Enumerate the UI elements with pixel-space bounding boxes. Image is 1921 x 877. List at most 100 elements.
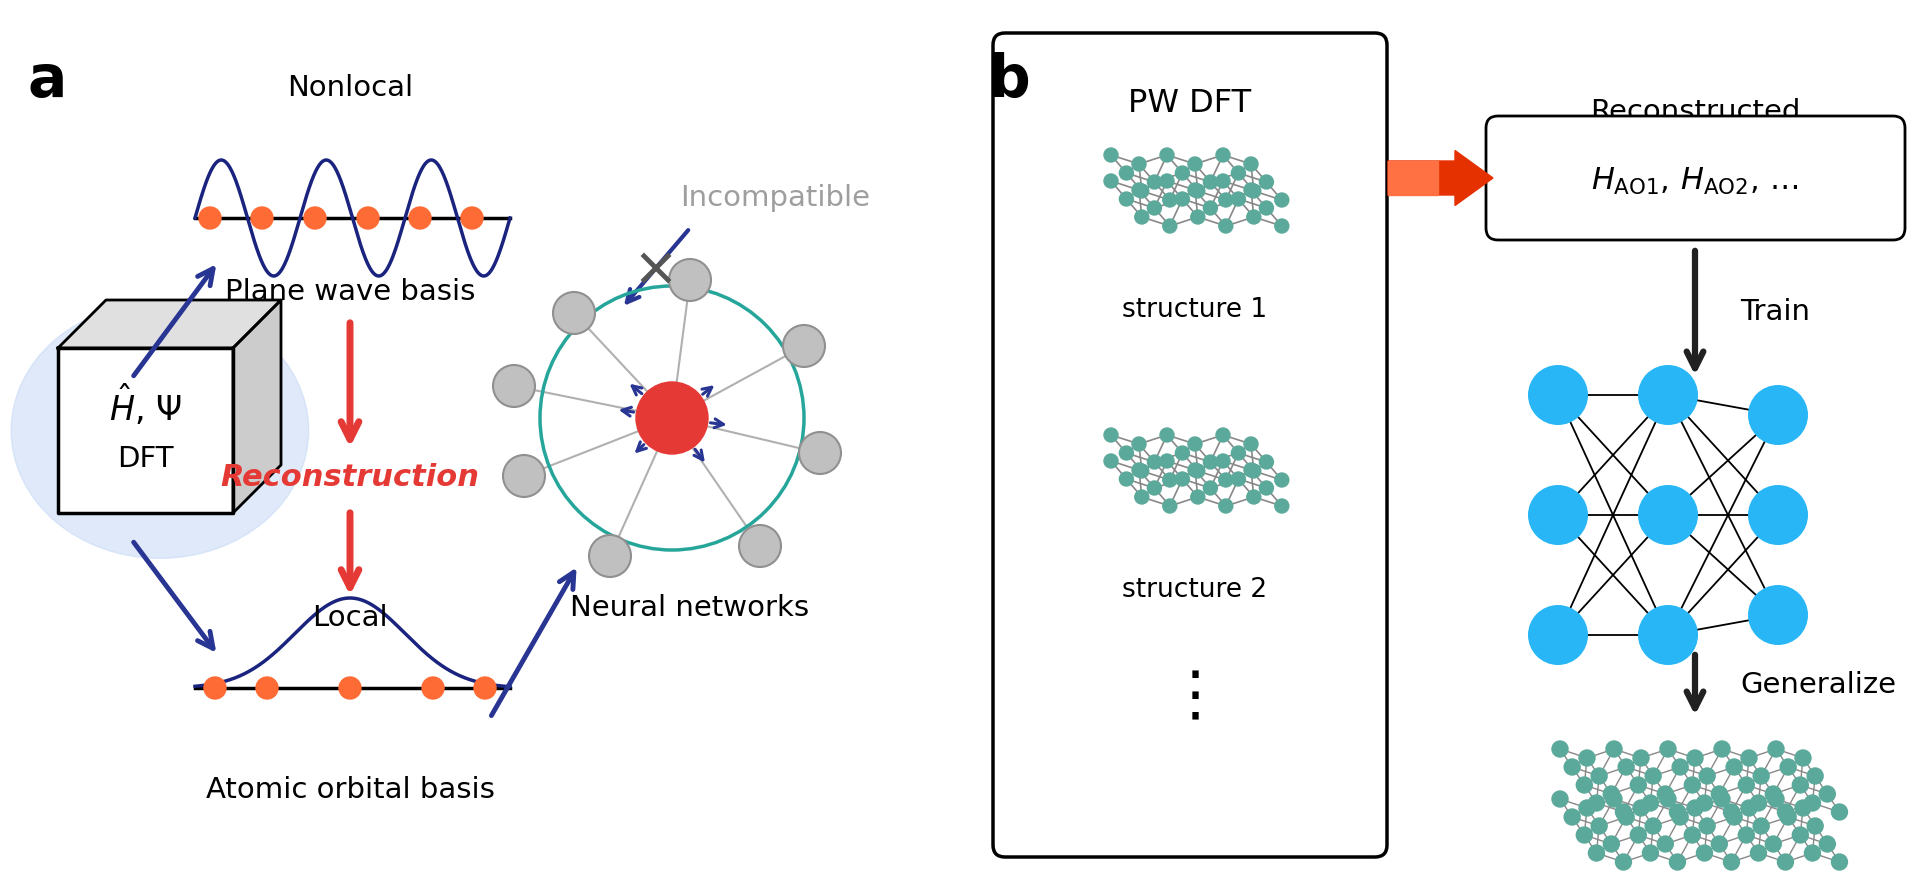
Circle shape [740,525,782,567]
Circle shape [474,677,496,699]
Circle shape [494,365,536,407]
Circle shape [1714,741,1731,757]
Circle shape [1712,836,1727,852]
Circle shape [1552,791,1568,807]
Circle shape [799,432,841,474]
Circle shape [1750,845,1767,861]
Text: Generalize: Generalize [1740,671,1896,699]
Circle shape [1831,804,1848,820]
Circle shape [1218,473,1233,487]
Circle shape [1203,481,1218,495]
Circle shape [252,207,273,229]
Circle shape [1723,804,1739,820]
Text: Plane wave basis: Plane wave basis [225,278,474,306]
Circle shape [1754,818,1769,834]
Circle shape [409,207,430,229]
Circle shape [1794,750,1812,766]
Circle shape [1604,786,1619,802]
Circle shape [255,677,279,699]
Text: structure 1: structure 1 [1122,297,1268,323]
FancyBboxPatch shape [993,33,1387,857]
Circle shape [1245,183,1258,197]
Circle shape [1147,175,1162,189]
Circle shape [1245,437,1258,451]
Circle shape [1819,836,1835,852]
Circle shape [669,259,711,301]
Circle shape [1671,809,1689,825]
Text: Reconstructed: Reconstructed [1591,98,1800,126]
Text: $H_{\mathrm{AO1}},\,H_{\mathrm{AO2}},\,\ldots$: $H_{\mathrm{AO1}},\,H_{\mathrm{AO2}},\,\… [1591,166,1798,196]
Circle shape [1203,201,1218,215]
Circle shape [636,382,709,454]
Circle shape [1260,201,1274,215]
Circle shape [1616,854,1631,870]
Circle shape [1231,192,1245,206]
Circle shape [357,207,378,229]
Circle shape [1727,809,1742,825]
Circle shape [1135,210,1149,224]
Circle shape [1216,174,1229,188]
Circle shape [1218,499,1233,513]
Circle shape [1247,490,1260,504]
Circle shape [590,535,630,577]
Circle shape [1105,174,1118,188]
Text: $\hat{H}$, $\Psi$: $\hat{H}$, $\Psi$ [109,383,182,428]
Ellipse shape [12,303,309,559]
Circle shape [1639,365,1698,425]
Circle shape [1135,184,1149,198]
Circle shape [1669,854,1685,870]
Circle shape [423,677,444,699]
Circle shape [1633,800,1648,816]
Circle shape [1767,791,1785,807]
Circle shape [1804,795,1821,811]
Circle shape [1160,148,1174,162]
Polygon shape [232,300,280,513]
Circle shape [1696,795,1712,811]
Text: DFT: DFT [117,445,173,473]
Text: Reconstruction: Reconstruction [221,464,480,493]
Circle shape [1147,455,1162,469]
Circle shape [1777,804,1794,820]
Circle shape [1160,174,1174,188]
Circle shape [1245,463,1258,477]
Circle shape [1589,795,1604,811]
FancyBboxPatch shape [1487,116,1906,240]
Circle shape [1105,148,1118,162]
Circle shape [1162,193,1178,207]
Circle shape [1606,741,1621,757]
Circle shape [503,455,546,497]
Circle shape [1131,463,1147,477]
Circle shape [1527,365,1589,425]
Circle shape [1245,157,1258,171]
Text: Train: Train [1740,298,1810,326]
Circle shape [1203,455,1218,469]
Circle shape [1131,157,1147,171]
Circle shape [1260,455,1274,469]
Circle shape [1658,836,1673,852]
Circle shape [1631,827,1646,843]
Circle shape [1552,741,1568,757]
Circle shape [1792,827,1808,843]
Circle shape [1589,845,1604,861]
Circle shape [1135,464,1149,478]
Circle shape [1176,192,1189,206]
Circle shape [1191,210,1204,224]
Circle shape [204,677,227,699]
Text: Nonlocal: Nonlocal [286,74,413,102]
Circle shape [1748,485,1808,545]
Circle shape [1831,854,1848,870]
Circle shape [1671,759,1689,775]
Circle shape [1687,750,1704,766]
Circle shape [1740,800,1758,816]
Circle shape [1160,454,1174,468]
Circle shape [338,677,361,699]
Circle shape [1765,786,1781,802]
Circle shape [1644,818,1662,834]
Circle shape [1276,473,1289,487]
Circle shape [1231,472,1245,486]
Circle shape [1147,481,1162,495]
Circle shape [1631,777,1646,793]
Circle shape [1577,827,1593,843]
Circle shape [1162,473,1178,487]
Text: PW DFT: PW DFT [1128,88,1252,119]
